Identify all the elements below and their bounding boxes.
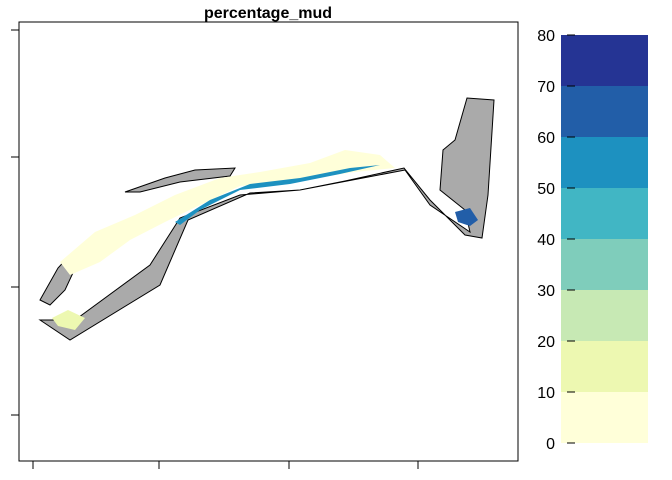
mud-cell-low [60, 150, 395, 275]
mud-cell-high [455, 208, 478, 226]
mud-cells [52, 150, 478, 330]
chart-title: percentage_mud [204, 5, 332, 22]
color-key-tick-label: 80 [537, 28, 555, 45]
left-axis-ticks [11, 29, 19, 416]
color-key-bin-0 [561, 392, 648, 443]
color-key-bin-7 [561, 35, 648, 86]
color-key-tick-label: 40 [537, 232, 555, 249]
color-key-tick-label: 10 [537, 385, 555, 402]
mud-cell-low-south [52, 310, 85, 330]
color-key-bin-3 [561, 239, 648, 290]
color-key-tick-label: 70 [537, 79, 555, 96]
color-key-tick-label: 0 [546, 436, 555, 453]
color-key-tick-label: 60 [537, 130, 555, 147]
land-polygon [38, 97, 495, 341]
color-key-bin-4 [561, 188, 648, 239]
northern-barrier-land [124, 167, 236, 193]
color-key: 0 10 20 30 40 50 60 70 80 [537, 28, 648, 453]
color-key-bin-6 [561, 86, 648, 137]
color-key-tick-label: 50 [537, 181, 555, 198]
color-key-bin-1 [561, 341, 648, 392]
color-key-tick-label: 20 [537, 334, 555, 351]
color-key-bin-2 [561, 290, 648, 341]
bottom-axis-ticks [32, 461, 419, 469]
color-key-bin-5 [561, 137, 648, 188]
color-key-tick-label: 30 [537, 283, 555, 300]
land-area [38, 97, 495, 341]
